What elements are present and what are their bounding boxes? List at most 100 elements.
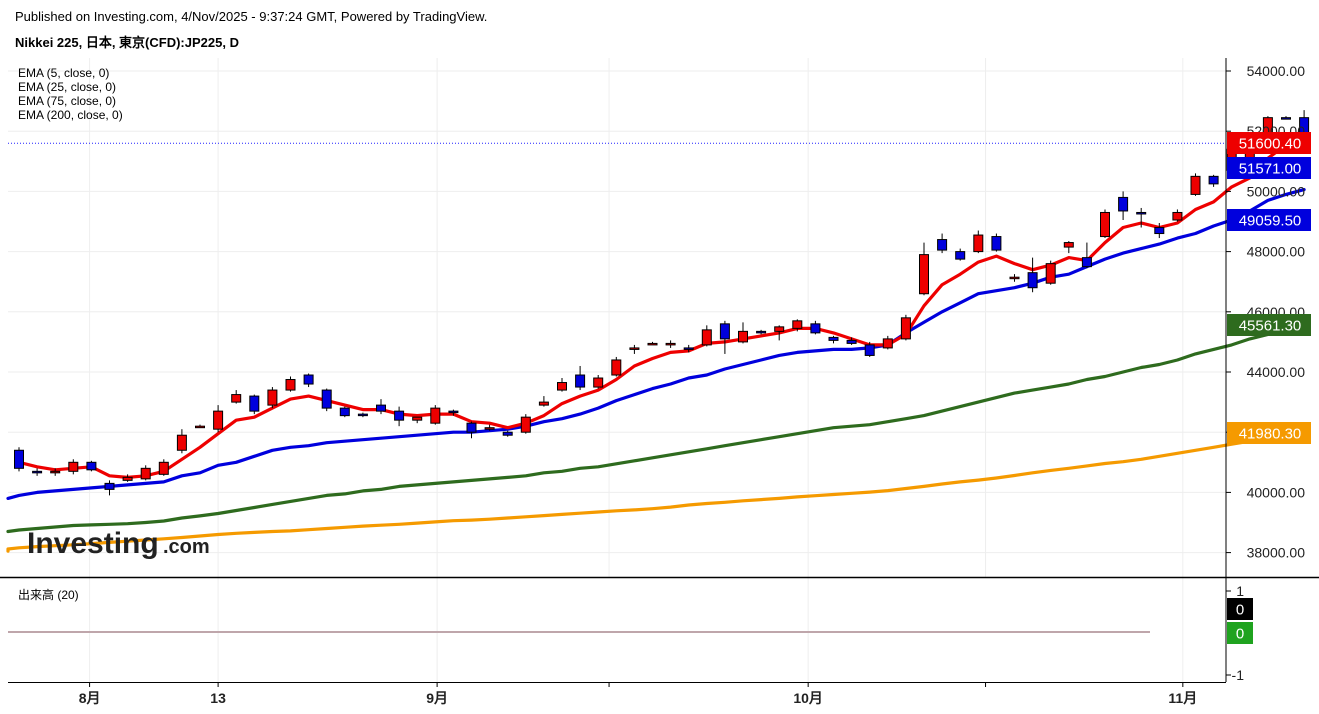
- candle: [412, 416, 423, 424]
- candle-body: [158, 461, 169, 475]
- candle: [249, 394, 260, 415]
- x-tick-label: 8月: [79, 690, 101, 706]
- candle-body: [176, 434, 187, 451]
- candle-body: [1118, 196, 1129, 212]
- time-axis[interactable]: 8月 13 9月 10月 11月: [79, 682, 1198, 706]
- candle-body: [810, 323, 821, 334]
- published-note: Published on Investing.com, 4/Nov/2025 -…: [15, 9, 488, 24]
- candle: [285, 376, 296, 392]
- candle: [140, 465, 151, 481]
- volume-badge-label: 0: [1236, 602, 1244, 619]
- candle: [357, 412, 368, 418]
- candle: [1172, 209, 1183, 222]
- candle-body: [1045, 263, 1056, 284]
- price-badge-bg: [1227, 422, 1311, 444]
- candle: [1063, 241, 1074, 254]
- candle: [900, 314, 911, 341]
- candle-body: [86, 461, 97, 471]
- y-tick-label: 44000.00: [1247, 364, 1306, 380]
- candle: [1281, 116, 1291, 120]
- candle: [683, 344, 694, 353]
- candle-body: [1172, 211, 1183, 221]
- candle-body: [213, 410, 224, 430]
- volume-label: 出来高 (20): [18, 587, 79, 602]
- price-badge: 45561.30: [1227, 314, 1311, 336]
- candle: [937, 233, 948, 254]
- candle-body: [376, 404, 386, 412]
- volume-badge-bg: [1227, 622, 1253, 644]
- candle: [122, 474, 133, 482]
- candle: [1081, 242, 1092, 269]
- candle: [882, 335, 893, 350]
- candle: [955, 248, 966, 261]
- candle: [701, 325, 712, 347]
- candle-body: [1136, 211, 1147, 215]
- candle-body: [647, 342, 658, 346]
- ema-lines: [6, 141, 1306, 553]
- candle-body: [502, 431, 513, 436]
- candle-body: [593, 377, 604, 388]
- candle-body: [738, 330, 748, 343]
- candle-body: [1100, 211, 1110, 238]
- candle-body: [448, 410, 459, 414]
- candle: [774, 325, 785, 341]
- ema75-line: [6, 323, 1306, 534]
- y-tick-label: 38000.00: [1247, 545, 1306, 561]
- x-tick-label: 10月: [793, 690, 823, 706]
- candle: [86, 460, 97, 472]
- candle: [629, 344, 640, 354]
- candle: [195, 424, 205, 429]
- candles: [14, 110, 1310, 496]
- candle-body: [882, 338, 893, 349]
- candle-body: [32, 470, 43, 474]
- candle-body: [538, 401, 549, 406]
- price-badge: 41980.30: [1227, 422, 1311, 444]
- candle-body: [430, 407, 441, 424]
- candle-body: [611, 359, 622, 376]
- investing-logo: Investing .com: [27, 527, 210, 560]
- candle-body: [1027, 272, 1038, 289]
- candle-body: [900, 317, 911, 340]
- candle-body: [321, 389, 332, 409]
- candle-body: [339, 407, 350, 417]
- candle: [376, 399, 386, 415]
- candle: [810, 320, 821, 335]
- candle-body: [1081, 257, 1092, 268]
- candle-body: [484, 427, 495, 430]
- volume-badge-bg: [1227, 598, 1253, 620]
- ema5-line: [17, 141, 1306, 479]
- y-tick-label: 50000.00: [1247, 183, 1306, 199]
- candle-body: [991, 236, 1002, 251]
- candle: [1118, 191, 1129, 220]
- x-tick-label: 13: [210, 690, 226, 706]
- candle: [792, 319, 803, 332]
- candle: [1100, 209, 1110, 239]
- candle-body: [756, 330, 767, 334]
- candle-body: [629, 347, 640, 350]
- candle: [32, 468, 43, 476]
- candle-body: [1190, 175, 1201, 195]
- candle: [502, 430, 513, 437]
- price-badge: 51571.00: [1227, 157, 1311, 179]
- candle: [394, 406, 405, 427]
- candle: [430, 405, 441, 425]
- candle: [50, 468, 61, 476]
- candle-body: [557, 382, 567, 391]
- price-badge-label: 51600.40: [1239, 136, 1302, 153]
- y-tick-label: 54000.00: [1247, 63, 1306, 79]
- volume-pane[interactable]: 出来高 (20) 1 -1 0 0: [8, 583, 1253, 683]
- candle-body: [683, 347, 694, 350]
- candle: [991, 233, 1002, 252]
- grid-lines: [8, 58, 1226, 682]
- candle-body: [846, 339, 857, 344]
- candle-body: [937, 239, 948, 251]
- ema-legend[interactable]: EMA (5, close, 0)EMA (25, close, 0)EMA (…: [18, 66, 123, 122]
- volume-badge: 0: [1227, 622, 1253, 644]
- logo-suffix: .com: [163, 536, 210, 558]
- legend-item: EMA (75, close, 0): [18, 94, 116, 108]
- candle-body: [104, 482, 115, 490]
- candle-body: [1009, 276, 1020, 280]
- candle: [466, 421, 477, 439]
- candle-body: [1063, 242, 1074, 248]
